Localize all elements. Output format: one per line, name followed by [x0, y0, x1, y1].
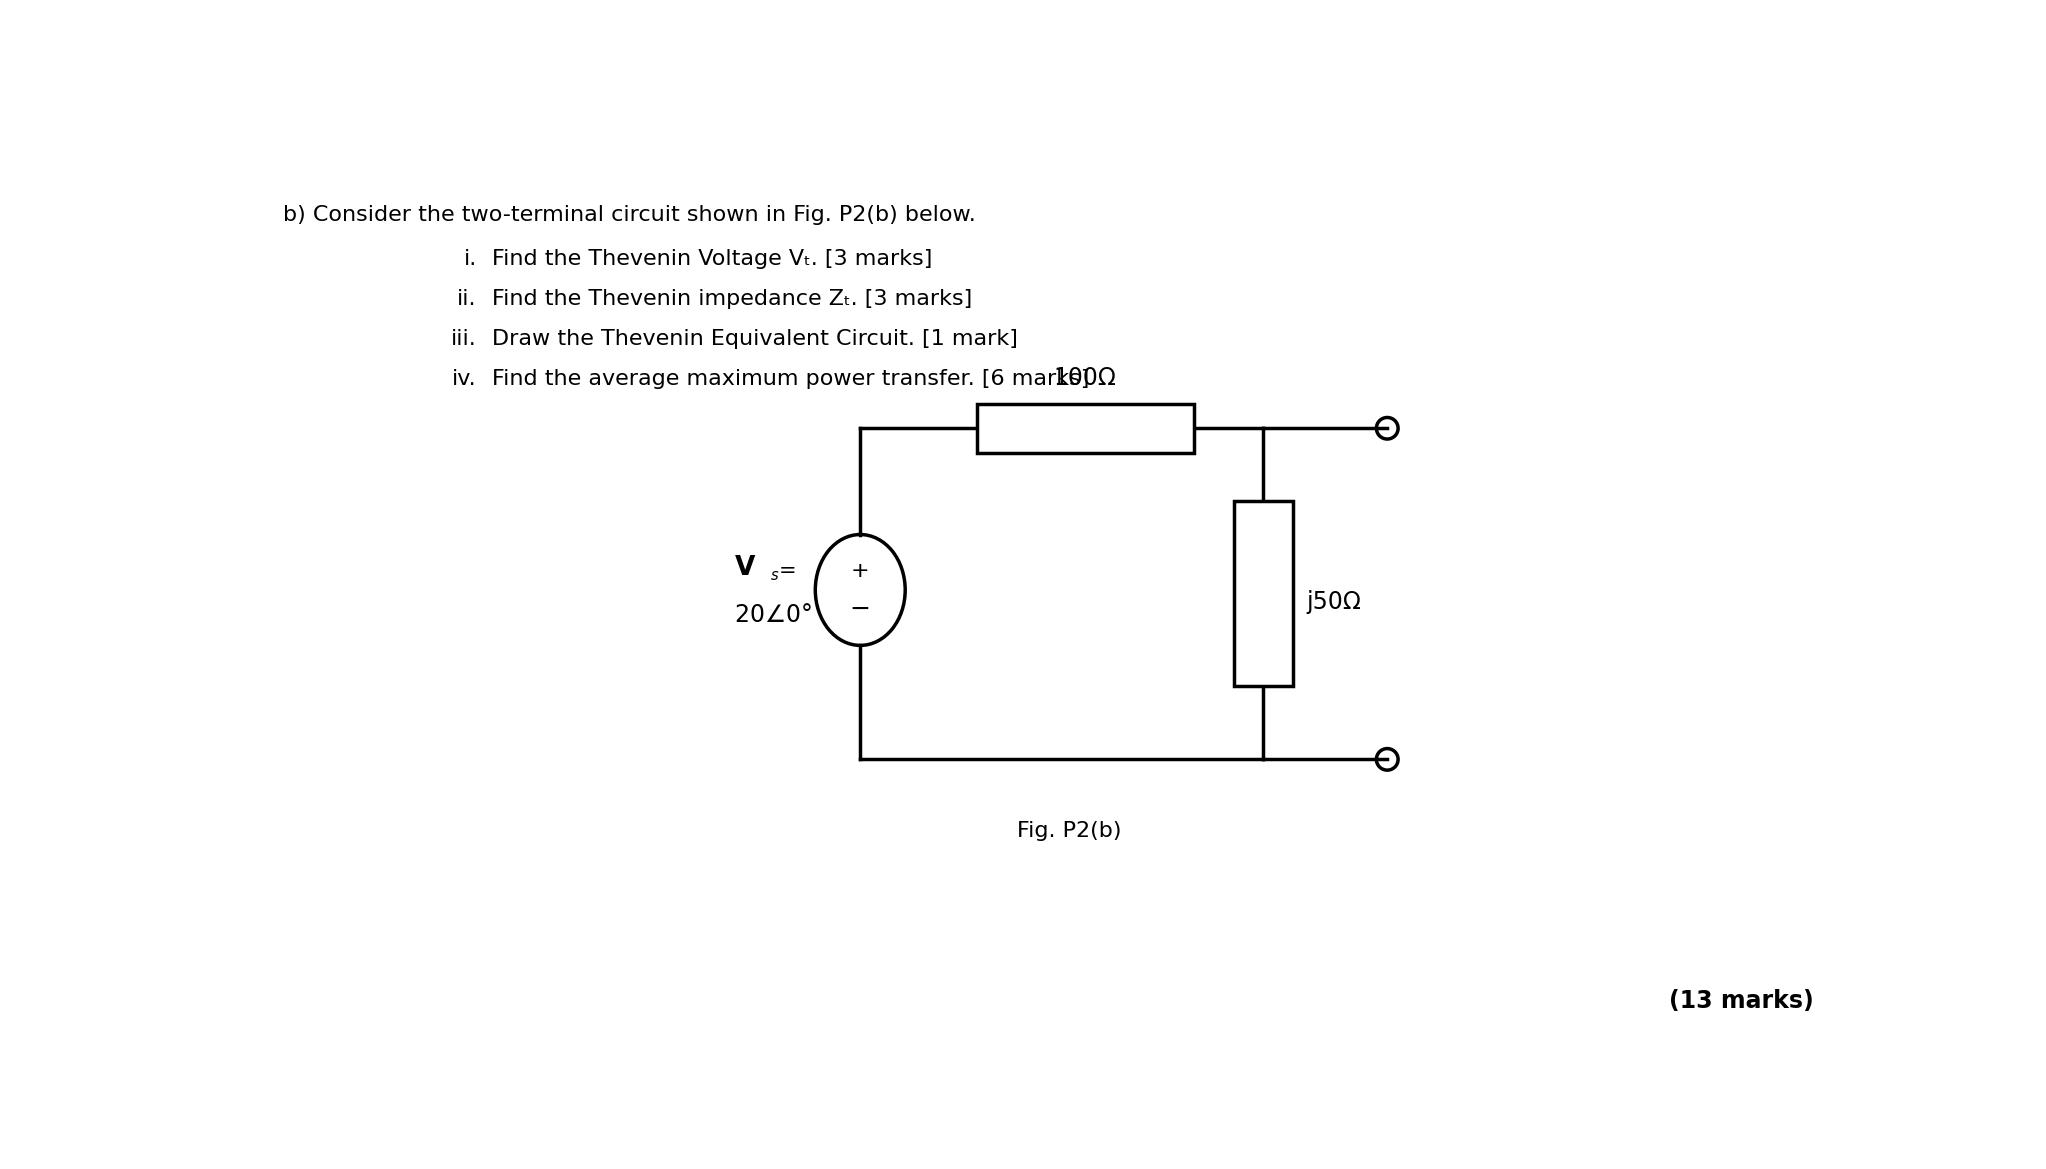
Text: iii.: iii. — [450, 328, 477, 348]
Text: Draw the Thevenin Equivalent Circuit. [1 mark]: Draw the Thevenin Equivalent Circuit. [1… — [493, 328, 1019, 348]
Text: Fig. P2(b): Fig. P2(b) — [1017, 821, 1121, 841]
Text: i.: i. — [462, 249, 477, 269]
Text: b) Consider the two-terminal circuit shown in Fig. P2(b) below.: b) Consider the two-terminal circuit sho… — [282, 205, 976, 224]
Bar — [1234, 502, 1293, 686]
Text: ii.: ii. — [456, 289, 477, 309]
Text: iv.: iv. — [452, 369, 477, 389]
Text: −: − — [849, 596, 872, 621]
Text: Find the Thevenin Voltage Vₜ. [3 marks]: Find the Thevenin Voltage Vₜ. [3 marks] — [493, 249, 933, 269]
Text: Find the Thevenin impedance Zₜ. [3 marks]: Find the Thevenin impedance Zₜ. [3 marks… — [493, 289, 972, 309]
Bar — [976, 403, 1193, 452]
Text: $\mathbf{V}$: $\mathbf{V}$ — [735, 555, 757, 581]
Text: 100Ω: 100Ω — [1054, 366, 1117, 389]
Text: 20$\angle$0°: 20$\angle$0° — [735, 602, 812, 627]
Text: Find the average maximum power transfer. [6 marks]: Find the average maximum power transfer.… — [493, 369, 1091, 389]
Text: $_{s}$=: $_{s}$= — [771, 563, 796, 583]
Text: (13 marks): (13 marks) — [1670, 989, 1813, 1014]
Text: j50Ω: j50Ω — [1307, 589, 1361, 614]
Text: +: + — [851, 561, 870, 581]
